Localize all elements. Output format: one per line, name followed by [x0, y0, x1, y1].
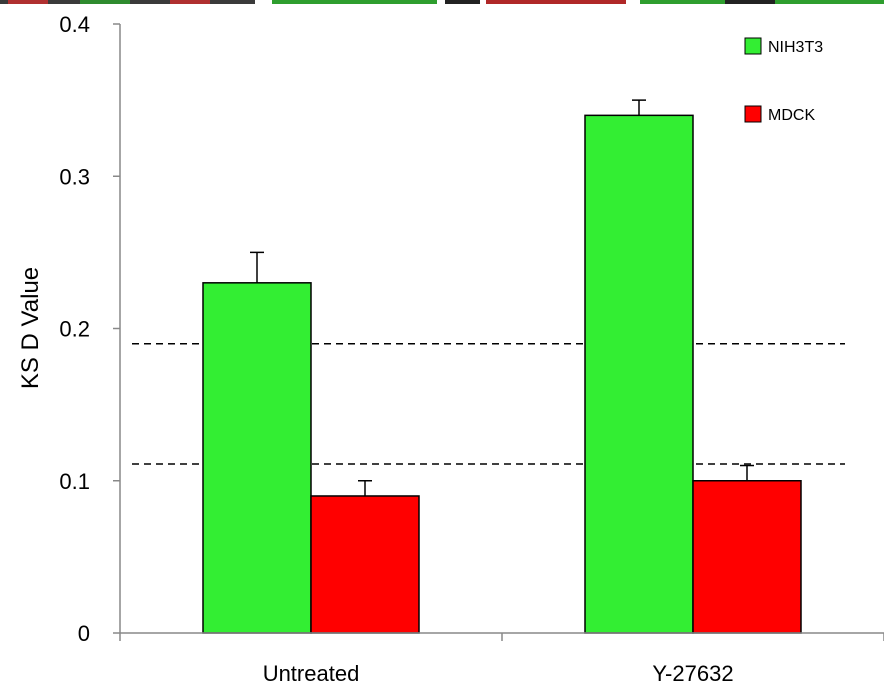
y-tick-label: 0 — [78, 621, 90, 646]
bar — [692, 480, 802, 634]
legend-label: MDCK — [768, 107, 815, 124]
y-tick-label: 0.1 — [59, 469, 90, 494]
legend-swatch — [744, 37, 762, 55]
y-axis-title: KS D Value — [17, 267, 44, 389]
bar — [310, 495, 420, 634]
y-tick-label: 0.2 — [59, 317, 90, 342]
x-tick-label: Y-27632 — [652, 661, 733, 686]
legend-swatch — [744, 105, 762, 123]
legend-label: NIH3T3 — [768, 39, 823, 56]
y-tick-label: 0.3 — [59, 164, 90, 189]
bar — [584, 114, 694, 634]
y-tick-label: 0.4 — [59, 12, 90, 37]
bar — [202, 282, 312, 634]
legend: NIH3T3 MDCK — [744, 37, 823, 124]
top-image-strip — [0, 0, 884, 4]
x-tick-label: Untreated — [263, 661, 360, 686]
